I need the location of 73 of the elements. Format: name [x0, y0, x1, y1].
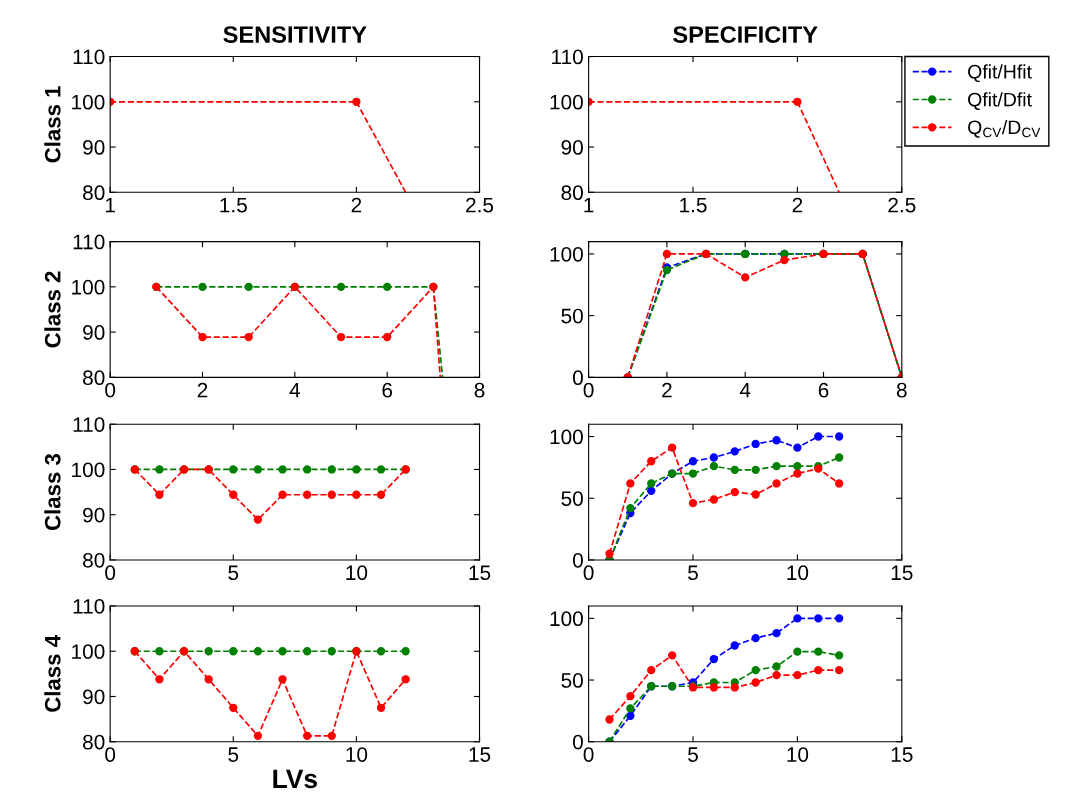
- y-tick-label: 100: [72, 94, 105, 110]
- x-tick-label: 15: [891, 565, 913, 581]
- y-axis-title: Class 1: [44, 86, 61, 163]
- y-tick-label: 50: [561, 308, 583, 324]
- x-tick-label: 0: [583, 382, 594, 398]
- x-tick-label: 2: [351, 197, 362, 213]
- y-tick-label: 80: [83, 552, 105, 568]
- y-tick-label: 0: [572, 552, 583, 568]
- y-tick-label: 110: [73, 417, 105, 432]
- legend-label: Qfit/Hfit: [968, 64, 1032, 83]
- legend-label: Q$_{CV}$/D$_{CV}$: [968, 119, 1041, 138]
- x-tick-label: 1.5: [680, 197, 707, 213]
- x-tick-label: 10: [787, 747, 809, 762]
- y-tick-label: 110: [73, 49, 105, 65]
- y-tick-label: 80: [83, 185, 105, 201]
- x-tick-label: 0: [105, 747, 116, 762]
- x-axis-title: LVs: [273, 769, 317, 789]
- y-tick-label: 90: [83, 689, 105, 705]
- x-tick-label: 2: [197, 382, 208, 398]
- y-tick-label: 0: [572, 370, 583, 386]
- x-tick-label: 1: [105, 197, 115, 213]
- x-tick-label: 4: [739, 382, 751, 398]
- x-tick-label: 15: [469, 565, 491, 581]
- y-tick-label: 50: [561, 673, 583, 688]
- y-tick-label: 80: [83, 734, 105, 750]
- x-tick-label: 1: [584, 197, 594, 213]
- y-tick-label: 80: [83, 370, 105, 386]
- x-tick-label: 8: [896, 382, 907, 398]
- x-tick-label: 5: [228, 565, 239, 581]
- x-tick-label: 0: [583, 747, 594, 762]
- x-tick-label: 10: [346, 747, 368, 762]
- y-tick-label: 0: [572, 734, 583, 750]
- x-tick-label: 5: [688, 565, 698, 581]
- x-tick-label: 6: [382, 382, 393, 398]
- y-tick-label: 50: [561, 491, 583, 506]
- y-tick-label: 100: [550, 429, 583, 445]
- y-tick-label: 80: [561, 185, 583, 201]
- y-tick-label: 90: [83, 140, 105, 155]
- y-tick-label: 110: [73, 599, 105, 614]
- y-tick-label: 90: [561, 140, 583, 155]
- x-tick-label: 0: [583, 565, 594, 581]
- y-tick-label: 100: [550, 611, 583, 627]
- chart-title: SENSITIVITY: [223, 26, 367, 43]
- legend-label: Qfit/Dfit: [968, 92, 1032, 110]
- x-tick-label: 6: [818, 382, 829, 398]
- y-tick-label: 110: [73, 234, 105, 250]
- y-tick-label: 90: [83, 325, 105, 340]
- x-tick-label: 5: [688, 747, 698, 762]
- x-tick-label: 1.5: [220, 197, 247, 213]
- y-axis-title: Class 4: [44, 635, 61, 712]
- x-tick-label: 8: [474, 382, 485, 398]
- x-tick-label: 15: [469, 747, 491, 762]
- x-tick-label: 0: [105, 565, 116, 581]
- x-tick-label: 2.5: [466, 197, 494, 213]
- x-tick-label: 15: [891, 747, 913, 762]
- y-tick-label: 100: [550, 246, 583, 262]
- x-tick-label: 0: [105, 382, 116, 398]
- y-tick-label: 110: [552, 49, 583, 65]
- x-tick-label: 10: [346, 565, 368, 581]
- x-tick-label: 2: [662, 382, 672, 398]
- y-axis-title: Class 3: [44, 453, 61, 531]
- y-axis-title: Class 2: [44, 271, 61, 348]
- y-tick-label: 100: [550, 94, 583, 110]
- y-tick-label: 90: [83, 507, 105, 523]
- x-tick-label: 10: [787, 565, 809, 581]
- y-tick-label: 100: [72, 644, 105, 659]
- x-tick-label: 2.5: [888, 197, 916, 213]
- x-tick-label: 2: [792, 197, 803, 213]
- y-tick-label: 100: [72, 462, 105, 478]
- x-tick-label: 4: [289, 382, 301, 398]
- x-tick-label: 5: [228, 747, 239, 762]
- chart-title: SPECIFICITY: [673, 26, 818, 43]
- y-tick-label: 100: [72, 279, 105, 295]
